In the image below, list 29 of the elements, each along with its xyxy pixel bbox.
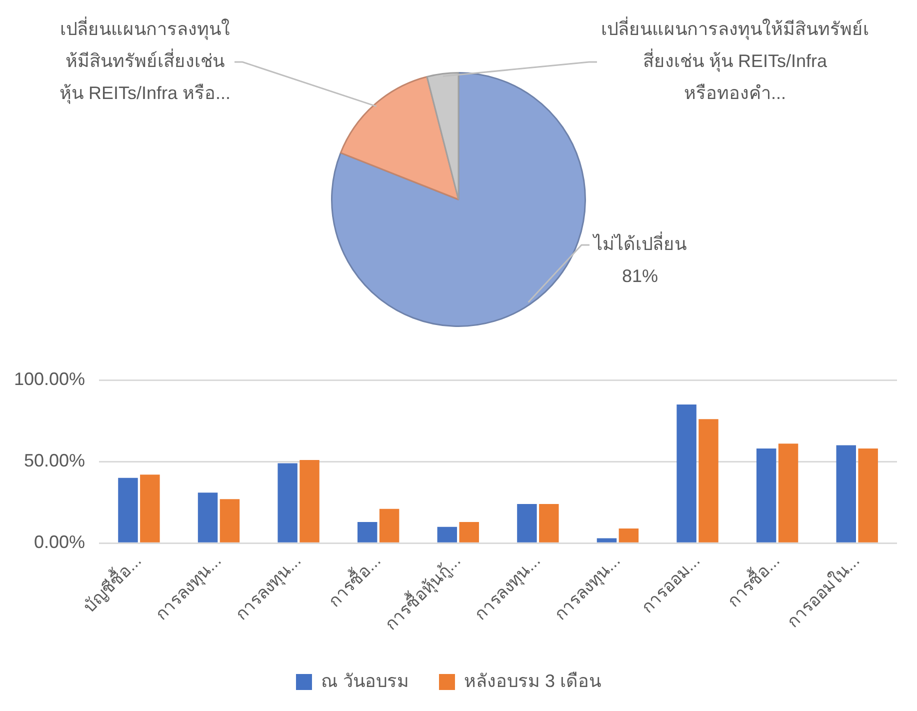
- bar: [676, 404, 696, 542]
- bar: [836, 445, 856, 542]
- y-tick-label: 100.00%: [14, 368, 86, 389]
- bar: [220, 499, 240, 542]
- bar: [858, 448, 878, 542]
- bar: [698, 419, 718, 542]
- bar: [778, 444, 798, 542]
- bar: [379, 508, 400, 542]
- slice-label: เปลี่ยนแผนการลงทุนให้มีสินทรัพย์เสี่ยงเช่น หุ้น REITs/Infra หรือ...: [59, 16, 231, 104]
- bar: [118, 478, 138, 542]
- data-label: 81%: [622, 266, 658, 286]
- legend-label: หลังอบรม 3 เดือน: [464, 670, 602, 691]
- bar: [437, 526, 458, 542]
- y-tick-label: 50.00%: [24, 450, 86, 471]
- bar: [596, 538, 617, 542]
- bar: [198, 492, 218, 542]
- bar: [756, 448, 776, 542]
- bar: [517, 504, 537, 542]
- slice-label: ไม่ได้เปลี่ยน: [592, 230, 686, 254]
- bar: [140, 474, 160, 542]
- legend-label: ณ วันอบรม: [320, 670, 410, 691]
- bar: [459, 522, 479, 542]
- bar: [300, 460, 320, 542]
- bar: [357, 522, 378, 542]
- y-tick-label: 0.00%: [34, 532, 86, 552]
- bar: [539, 504, 559, 542]
- bar: [618, 528, 639, 542]
- bar: [278, 463, 298, 542]
- slice-label: เปลี่ยนแผนการลงทุนให้มีสินทรัพย์เสี่ยงเช่น หุ้น REITs/Infra หรือทองคำ...: [601, 16, 869, 103]
